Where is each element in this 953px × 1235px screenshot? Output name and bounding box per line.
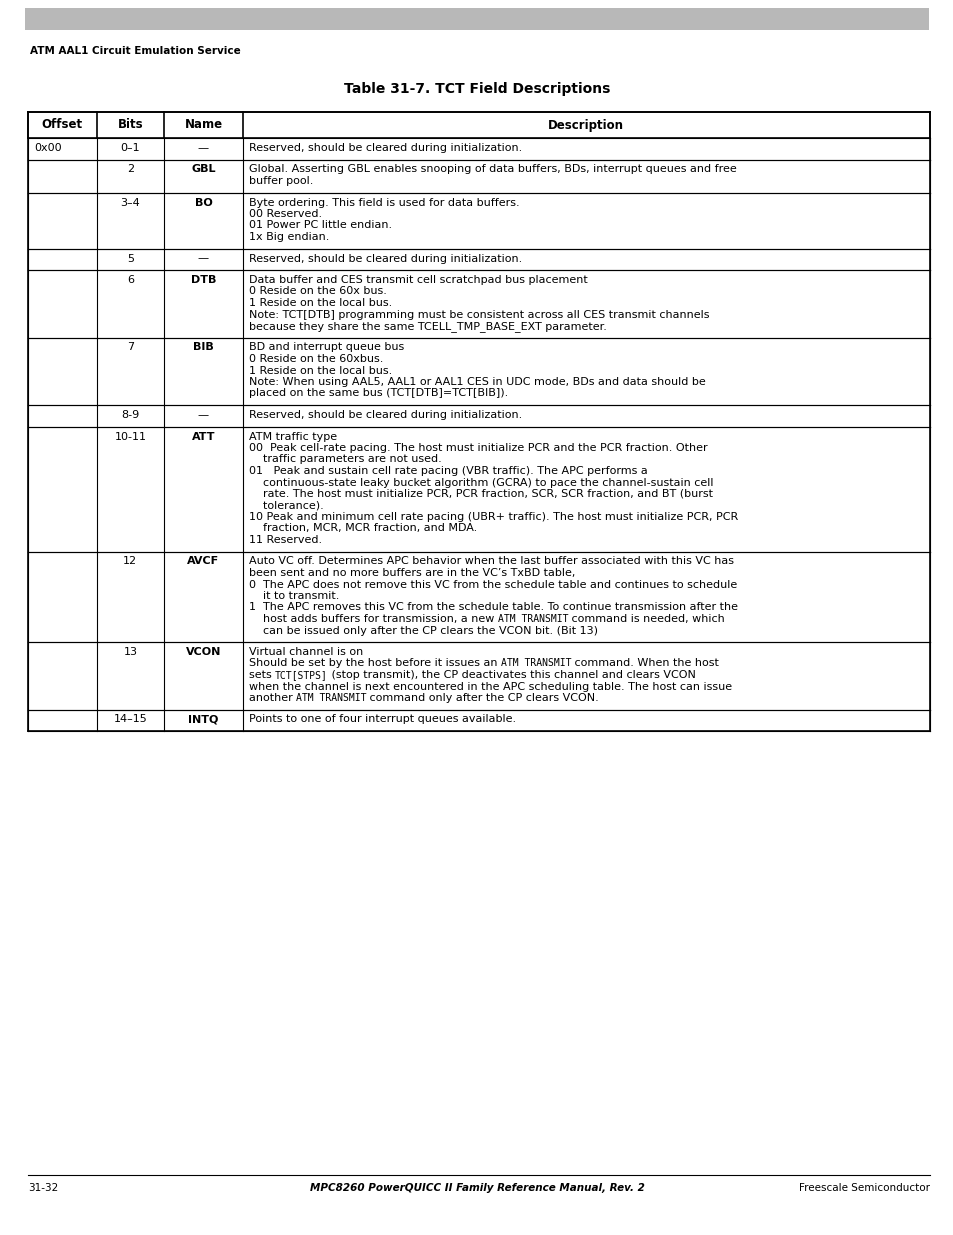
Text: 01   Peak and sustain cell rate pacing (VBR traffic). The APC performs a: 01 Peak and sustain cell rate pacing (VB… xyxy=(249,466,647,475)
Text: 0x00: 0x00 xyxy=(34,143,62,153)
Text: (stop transmit), the CP deactivates this channel and clears VCON: (stop transmit), the CP deactivates this… xyxy=(328,671,695,680)
Text: Description: Description xyxy=(548,119,623,131)
Text: Points to one of four interrupt queues available.: Points to one of four interrupt queues a… xyxy=(249,715,516,725)
Text: because they share the same TCELL_TMP_BASE_EXT parameter.: because they share the same TCELL_TMP_BA… xyxy=(249,321,606,332)
Text: Table 31-7. TCT Field Descriptions: Table 31-7. TCT Field Descriptions xyxy=(343,82,610,96)
Text: Reserved, should be cleared during initialization.: Reserved, should be cleared during initi… xyxy=(249,410,521,420)
Text: continuous-state leaky bucket algorithm (GCRA) to pace the channel-sustain cell: continuous-state leaky bucket algorithm … xyxy=(249,478,713,488)
Text: 0 Reside on the 60xbus.: 0 Reside on the 60xbus. xyxy=(249,354,383,364)
Text: 11 Reserved.: 11 Reserved. xyxy=(249,535,321,545)
Text: Reserved, should be cleared during initialization.: Reserved, should be cleared during initi… xyxy=(249,253,521,263)
Text: —: — xyxy=(197,410,209,420)
Text: ATT: ATT xyxy=(192,431,215,441)
Text: 5: 5 xyxy=(127,253,133,263)
Bar xyxy=(25,7,928,30)
Text: AVCF: AVCF xyxy=(187,557,219,567)
Text: —: — xyxy=(197,143,209,153)
Text: DTB: DTB xyxy=(191,275,216,285)
Text: 7: 7 xyxy=(127,342,133,352)
Text: 3–4: 3–4 xyxy=(120,198,140,207)
Text: 1  The APC removes this VC from the schedule table. To continue transmission aft: 1 The APC removes this VC from the sched… xyxy=(249,603,737,613)
Text: BO: BO xyxy=(194,198,213,207)
Text: 10 Peak and minimum cell rate pacing (UBR+ traffic). The host must initialize PC: 10 Peak and minimum cell rate pacing (UB… xyxy=(249,513,738,522)
Text: BD and interrupt queue bus: BD and interrupt queue bus xyxy=(249,342,403,352)
Text: when the channel is next encountered in the APC scheduling table. The host can i: when the channel is next encountered in … xyxy=(249,682,731,692)
Text: Name: Name xyxy=(184,119,222,131)
Text: 14–15: 14–15 xyxy=(113,715,147,725)
Text: it to transmit.: it to transmit. xyxy=(249,592,338,601)
Text: Freescale Semiconductor: Freescale Semiconductor xyxy=(799,1183,929,1193)
Text: 0 Reside on the 60x bus.: 0 Reside on the 60x bus. xyxy=(249,287,386,296)
Text: command. When the host: command. When the host xyxy=(571,658,719,668)
Text: Byte ordering. This field is used for data buffers.: Byte ordering. This field is used for da… xyxy=(249,198,518,207)
Text: 01 Power PC little endian.: 01 Power PC little endian. xyxy=(249,221,392,231)
Text: traffic parameters are not used.: traffic parameters are not used. xyxy=(249,454,441,464)
Text: been sent and no more buffers are in the VC’s TxBD table,: been sent and no more buffers are in the… xyxy=(249,568,575,578)
Text: Offset: Offset xyxy=(42,119,83,131)
Text: can be issued only after the CP clears the VCON bit. (Bit 13): can be issued only after the CP clears t… xyxy=(249,625,597,636)
Text: ATM AAL1 Circuit Emulation Service: ATM AAL1 Circuit Emulation Service xyxy=(30,46,240,56)
Text: ATM traffic type: ATM traffic type xyxy=(249,431,336,441)
Text: command is needed, which: command is needed, which xyxy=(567,614,724,624)
Text: ATM TRANSMIT: ATM TRANSMIT xyxy=(497,614,567,624)
Text: placed on the same bus (TCT[DTB]=TCT[BIB]).: placed on the same bus (TCT[DTB]=TCT[BIB… xyxy=(249,389,507,399)
Text: Should be set by the host before it issues an: Should be set by the host before it issu… xyxy=(249,658,500,668)
Text: 1x Big endian.: 1x Big endian. xyxy=(249,232,329,242)
Text: 10-11: 10-11 xyxy=(114,431,146,441)
Text: ATM TRANSMIT: ATM TRANSMIT xyxy=(295,693,366,703)
Text: Data buffer and CES transmit cell scratchpad bus placement: Data buffer and CES transmit cell scratc… xyxy=(249,275,587,285)
Text: BIB: BIB xyxy=(193,342,213,352)
Text: INTQ: INTQ xyxy=(188,715,218,725)
Text: Bits: Bits xyxy=(117,119,143,131)
Text: 31-32: 31-32 xyxy=(28,1183,58,1193)
Text: 8-9: 8-9 xyxy=(121,410,139,420)
Text: 0–1: 0–1 xyxy=(120,143,140,153)
Text: Virtual channel is on: Virtual channel is on xyxy=(249,647,362,657)
Text: 00  Peak cell-rate pacing. The host must initialize PCR and the PCR fraction. Ot: 00 Peak cell-rate pacing. The host must … xyxy=(249,443,706,453)
Text: tolerance).: tolerance). xyxy=(249,500,323,510)
Text: 1 Reside on the local bus.: 1 Reside on the local bus. xyxy=(249,366,392,375)
Text: sets: sets xyxy=(249,671,274,680)
Text: 6: 6 xyxy=(127,275,133,285)
Text: Reserved, should be cleared during initialization.: Reserved, should be cleared during initi… xyxy=(249,143,521,153)
Text: buffer pool.: buffer pool. xyxy=(249,177,313,186)
Text: 0  The APC does not remove this VC from the schedule table and continues to sche: 0 The APC does not remove this VC from t… xyxy=(249,579,736,589)
Text: TCT[STPS]: TCT[STPS] xyxy=(274,671,328,680)
Text: 2: 2 xyxy=(127,164,133,174)
Text: another: another xyxy=(249,693,295,703)
Text: VCON: VCON xyxy=(186,647,221,657)
Text: fraction, MCR, MCR fraction, and MDA.: fraction, MCR, MCR fraction, and MDA. xyxy=(249,524,476,534)
Text: command only after the CP clears VCON.: command only after the CP clears VCON. xyxy=(366,693,598,703)
Text: Note: TCT[DTB] programming must be consistent across all CES transmit channels: Note: TCT[DTB] programming must be consi… xyxy=(249,310,708,320)
Text: Note: When using AAL5, AAL1 or AAL1 CES in UDC mode, BDs and data should be: Note: When using AAL5, AAL1 or AAL1 CES … xyxy=(249,377,704,387)
Text: —: — xyxy=(197,253,209,263)
Text: ATM TRANSMIT: ATM TRANSMIT xyxy=(500,658,571,668)
Text: Global. Asserting GBL enables snooping of data buffers, BDs, interrupt queues an: Global. Asserting GBL enables snooping o… xyxy=(249,164,736,174)
Text: host adds buffers for transmission, a new: host adds buffers for transmission, a ne… xyxy=(249,614,497,624)
Text: GBL: GBL xyxy=(191,164,215,174)
Text: 1 Reside on the local bus.: 1 Reside on the local bus. xyxy=(249,298,392,308)
Text: 00 Reserved.: 00 Reserved. xyxy=(249,209,321,219)
Text: 13: 13 xyxy=(123,647,137,657)
Text: 12: 12 xyxy=(123,557,137,567)
Text: rate. The host must initialize PCR, PCR fraction, SCR, SCR fraction, and BT (bur: rate. The host must initialize PCR, PCR … xyxy=(249,489,712,499)
Text: MPC8260 PowerQUICC II Family Reference Manual, Rev. 2: MPC8260 PowerQUICC II Family Reference M… xyxy=(309,1183,644,1193)
Text: Auto VC off. Determines APC behavior when the last buffer associated with this V: Auto VC off. Determines APC behavior whe… xyxy=(249,557,733,567)
